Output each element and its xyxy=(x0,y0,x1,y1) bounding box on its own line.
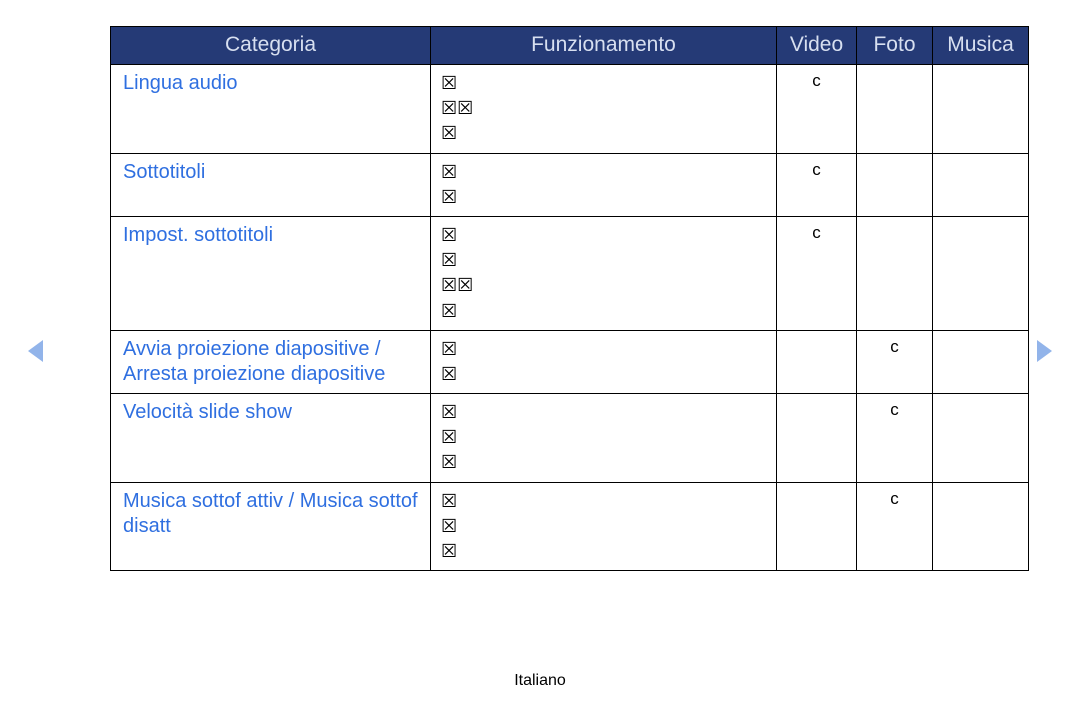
cell-foto: c xyxy=(857,482,933,571)
cell-funzionamento: ☒ ☒ xyxy=(431,330,777,393)
cell-funzionamento: ☒ ☒ ☒ xyxy=(431,482,777,571)
col-header-video: Video xyxy=(777,27,857,65)
cell-foto: c xyxy=(857,394,933,483)
table-row: Sottotitoli ☒ ☒ c xyxy=(111,153,1029,216)
prev-page-arrow[interactable] xyxy=(28,340,43,362)
table-row: Impost. sottotitoli ☒ ☒ ☒☒ ☒ c xyxy=(111,216,1029,330)
col-header-foto: Foto xyxy=(857,27,933,65)
cell-musica xyxy=(933,153,1029,216)
table-header-row: Categoria Funzionamento Video Foto Music… xyxy=(111,27,1029,65)
table-row: Velocità slide show ☒ ☒ ☒ c xyxy=(111,394,1029,483)
next-page-arrow[interactable] xyxy=(1037,340,1052,362)
cell-funzionamento: ☒ ☒☒ ☒ xyxy=(431,65,777,154)
cell-musica xyxy=(933,394,1029,483)
col-header-funzionamento: Funzionamento xyxy=(431,27,777,65)
cell-categoria: Avvia proiezione diapositive / Arresta p… xyxy=(111,330,431,393)
settings-table: Categoria Funzionamento Video Foto Music… xyxy=(110,26,1029,571)
table-row: Lingua audio ☒ ☒☒ ☒ c xyxy=(111,65,1029,154)
cell-foto xyxy=(857,65,933,154)
cell-musica xyxy=(933,65,1029,154)
cell-video: c xyxy=(777,216,857,330)
cell-foto: c xyxy=(857,330,933,393)
cell-funzionamento: ☒ ☒ ☒ xyxy=(431,394,777,483)
cell-video xyxy=(777,330,857,393)
cell-categoria: Musica sottof attiv / Musica sottof disa… xyxy=(111,482,431,571)
cell-funzionamento: ☒ ☒ ☒☒ ☒ xyxy=(431,216,777,330)
cell-foto xyxy=(857,216,933,330)
cell-musica xyxy=(933,330,1029,393)
table-row: Avvia proiezione diapositive / Arresta p… xyxy=(111,330,1029,393)
col-header-musica: Musica xyxy=(933,27,1029,65)
cell-video: c xyxy=(777,65,857,154)
cell-musica xyxy=(933,482,1029,571)
cell-funzionamento: ☒ ☒ xyxy=(431,153,777,216)
cell-musica xyxy=(933,216,1029,330)
cell-video xyxy=(777,394,857,483)
cell-categoria: Sottotitoli xyxy=(111,153,431,216)
cell-categoria: Velocità slide show xyxy=(111,394,431,483)
cell-foto xyxy=(857,153,933,216)
cell-categoria: Lingua audio xyxy=(111,65,431,154)
footer-language: Italiano xyxy=(0,672,1080,690)
cell-categoria: Impost. sottotitoli xyxy=(111,216,431,330)
cell-video: c xyxy=(777,153,857,216)
cell-video xyxy=(777,482,857,571)
col-header-categoria: Categoria xyxy=(111,27,431,65)
table-row: Musica sottof attiv / Musica sottof disa… xyxy=(111,482,1029,571)
